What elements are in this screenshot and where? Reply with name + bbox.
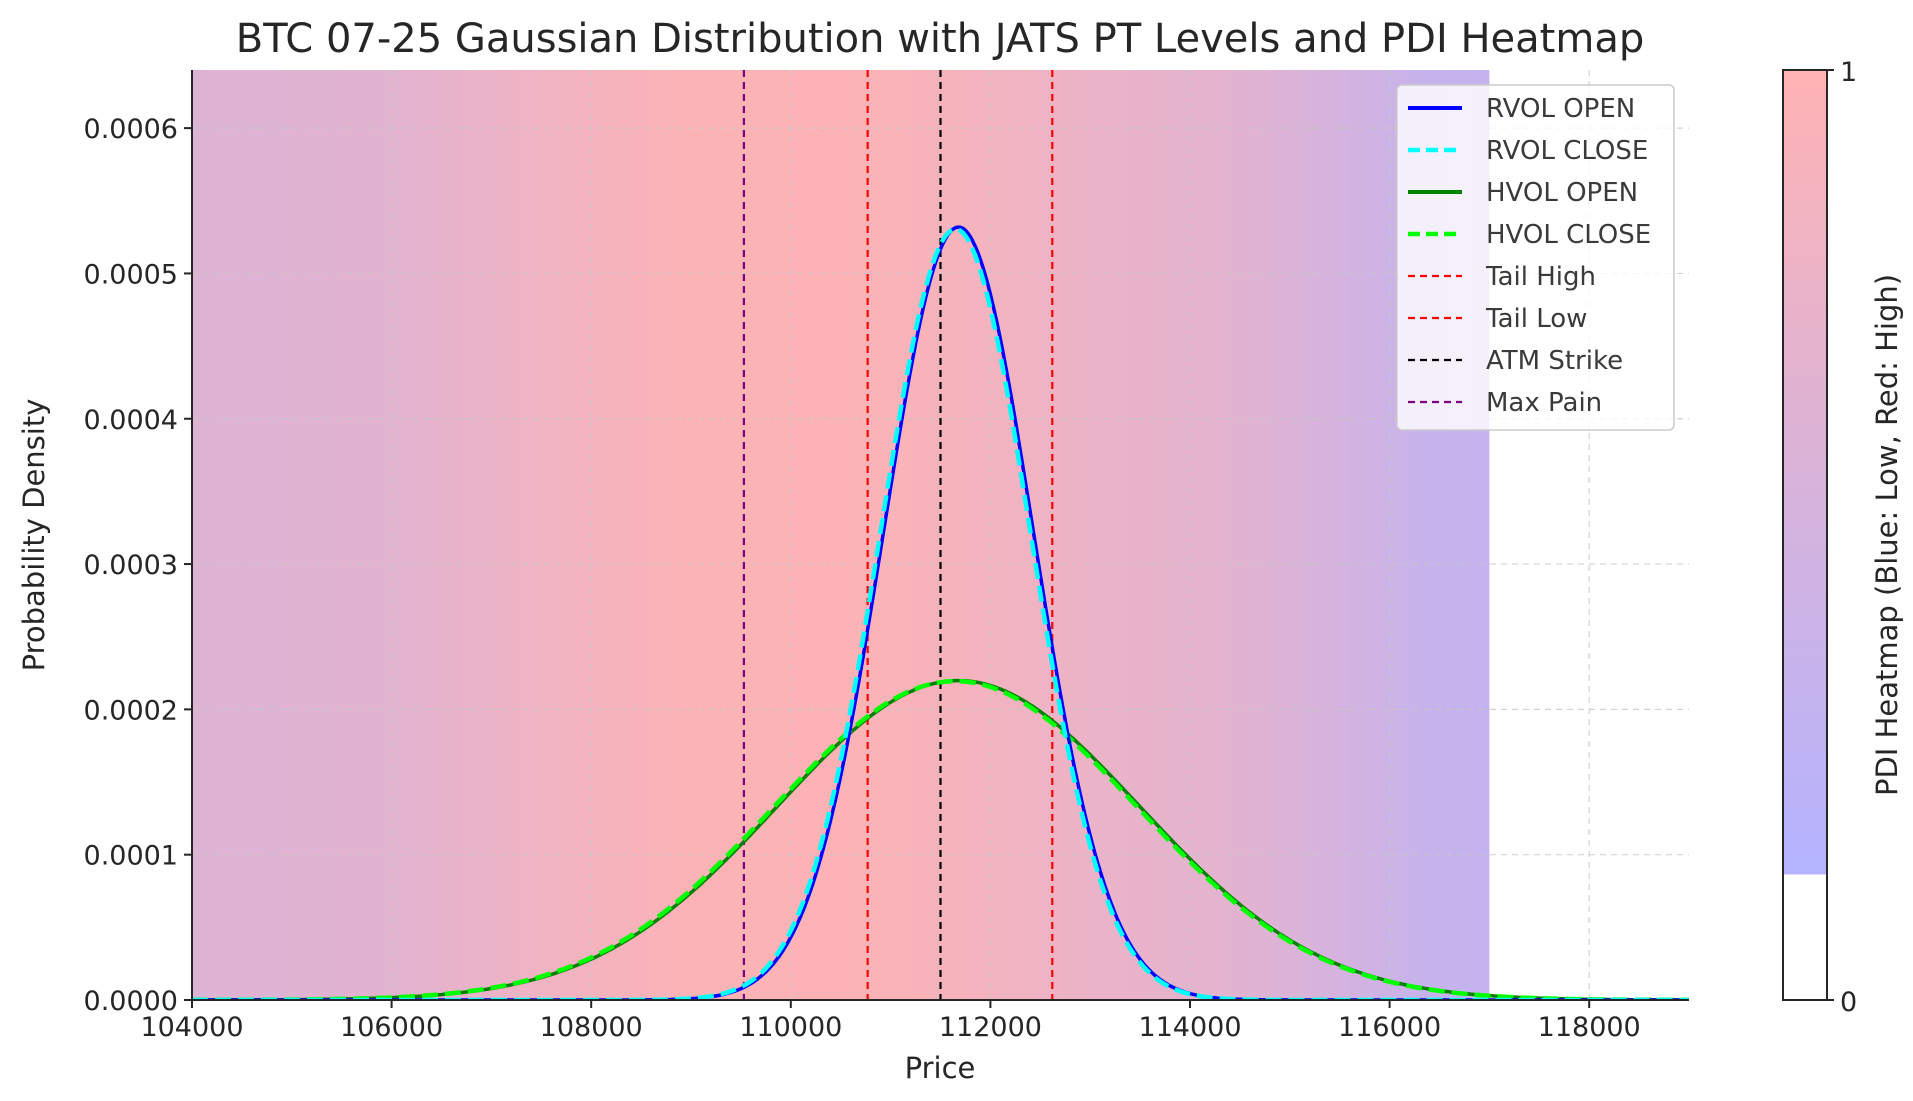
x-tick-label: 112000 bbox=[939, 1012, 1042, 1043]
legend-label: Tail High bbox=[1485, 262, 1596, 292]
colorbar: 1 0 PDI Heatmap (Blue: Low, Red: High) bbox=[1782, 57, 1904, 1018]
x-tick-label: 110000 bbox=[739, 1012, 842, 1043]
x-tick-label: 106000 bbox=[340, 1012, 443, 1043]
x-tick-label: 118000 bbox=[1538, 1012, 1641, 1043]
legend-label: ATM Strike bbox=[1486, 346, 1623, 376]
x-axis-label: Price bbox=[905, 1051, 976, 1085]
legend-label: RVOL OPEN bbox=[1486, 94, 1635, 124]
colorbar-fill bbox=[1783, 70, 1827, 875]
series-line-rvol-open bbox=[192, 225, 1689, 1000]
legend-label: RVOL CLOSE bbox=[1486, 136, 1648, 166]
y-tick-label: 0.0000 bbox=[84, 986, 178, 1017]
chart-title: BTC 07-25 Gaussian Distribution with JAT… bbox=[236, 16, 1644, 62]
x-ticks: 104000 106000 108000 110000 112000 114000 1160… bbox=[140, 1000, 1641, 1043]
level-lines bbox=[742, 70, 1054, 1000]
colorbar-min-label: 0 bbox=[1840, 987, 1857, 1018]
colorbar-label: PDI Heatmap (Blue: Low, Red: High) bbox=[1870, 274, 1904, 796]
legend-label: HVOL CLOSE bbox=[1486, 220, 1651, 250]
legend-label: Tail Low bbox=[1485, 304, 1587, 334]
x-tick-label: 116000 bbox=[1338, 1012, 1441, 1043]
y-tick-label: 0.0002 bbox=[84, 695, 178, 726]
colorbar-frame bbox=[1782, 69, 1828, 1001]
y-tick-label: 0.0003 bbox=[84, 550, 178, 581]
y-tick-label: 0.0004 bbox=[84, 405, 178, 436]
legend: RVOL OPEN RVOL CLOSE HVOL OPEN HVOL CLOSE Ta… bbox=[1396, 84, 1675, 431]
legend-box bbox=[1396, 84, 1675, 431]
y-tick-label: 0.0001 bbox=[84, 841, 178, 872]
legend-label: Max Pain bbox=[1486, 388, 1602, 418]
colorbar-max-label: 1 bbox=[1840, 57, 1857, 88]
y-ticks: 0.0000 0.0001 0.0002 0.0003 0.0004 0.0005 0.00… bbox=[84, 114, 192, 1017]
x-tick-label: 114000 bbox=[1138, 1012, 1241, 1043]
x-tick-label: 108000 bbox=[540, 1012, 643, 1043]
axes-frame bbox=[191, 70, 1689, 1001]
y-tick-label: 0.0005 bbox=[84, 259, 178, 290]
series-line-hvol-close bbox=[192, 678, 1689, 1000]
x-tick-label: 104000 bbox=[140, 1012, 243, 1043]
y-axis-label: Probability Density bbox=[17, 399, 51, 672]
heatmap-band bbox=[192, 70, 1490, 1000]
series-lines bbox=[192, 225, 1689, 1000]
y-tick-label: 0.0006 bbox=[84, 114, 178, 145]
legend-label: HVOL OPEN bbox=[1486, 178, 1638, 208]
